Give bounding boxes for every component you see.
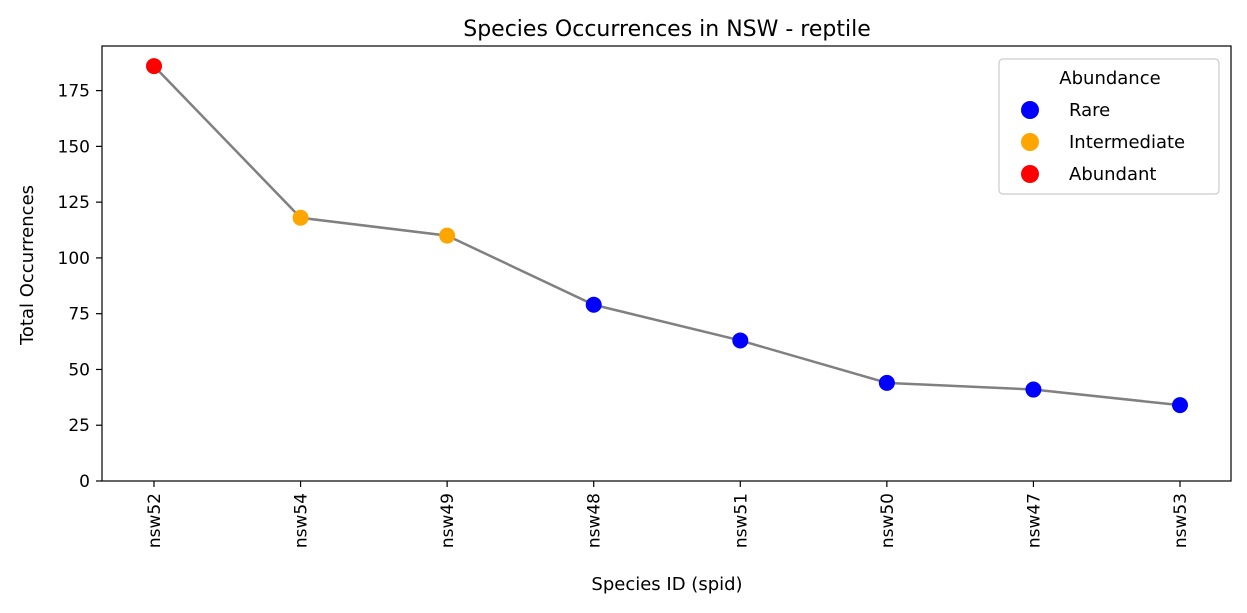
legend-marker-intermediate	[1021, 133, 1039, 151]
legend-label-abundant: Abundant	[1069, 164, 1156, 185]
plot-frame	[101, 45, 1232, 482]
y-tick-label: 150	[58, 137, 90, 157]
data-point	[146, 58, 162, 75]
data-point	[1172, 397, 1188, 414]
x-tick-label: nsw54	[292, 493, 312, 548]
x-tick-label: nsw51	[731, 493, 751, 548]
legend-marker-abundant	[1021, 165, 1039, 183]
x-tick-label: nsw47	[1024, 493, 1044, 548]
y-tick-label: 75	[68, 305, 90, 325]
series-line	[153, 65, 1181, 407]
y-tick-label: 25	[68, 416, 90, 436]
x-tick-label: nsw52	[145, 493, 165, 548]
x-axis-label: Species ID (spid)	[591, 574, 742, 595]
data-point	[292, 209, 309, 226]
x-tick-label: nsw48	[585, 493, 605, 548]
data-point	[878, 374, 895, 391]
y-tick-label: 125	[58, 193, 90, 213]
legend-title: Abundance	[1059, 68, 1160, 89]
legend-label-rare: Rare	[1069, 100, 1110, 121]
y-tick-label: 0	[79, 472, 90, 492]
y-axis-label: Total Occurrences	[17, 185, 38, 346]
x-tick-label: nsw50	[878, 493, 898, 548]
legend-marker-rare	[1021, 101, 1039, 119]
data-point	[1025, 381, 1042, 398]
y-tick-label: 175	[58, 82, 90, 102]
y-tick-label: 50	[68, 360, 90, 380]
x-tick-label: nsw53	[1171, 493, 1191, 548]
legend-label-intermediate: Intermediate	[1069, 132, 1185, 153]
data-point	[732, 332, 749, 349]
legend-box	[998, 58, 1220, 195]
chart-title: Species Occurrences in NSW - reptile	[463, 17, 871, 42]
data-point	[439, 227, 456, 244]
data-point	[585, 296, 602, 313]
y-tick-label: 100	[58, 249, 90, 269]
legend: Abundance Rare Intermediate Abundant	[998, 58, 1220, 195]
x-tick-label: nsw49	[438, 493, 458, 548]
